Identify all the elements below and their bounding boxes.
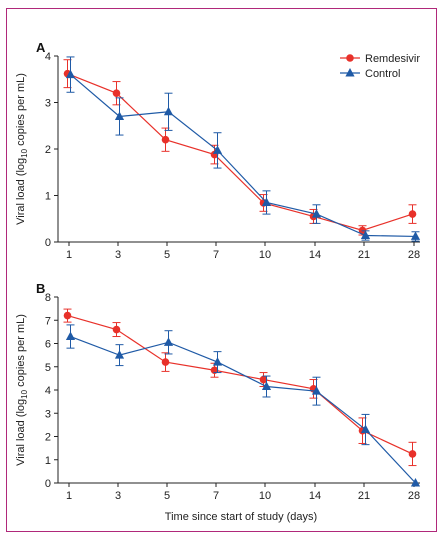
- x-tick-label: 28: [408, 249, 420, 261]
- y-tick-label: 4: [45, 51, 51, 63]
- legend-label: Remdesivir: [365, 53, 420, 65]
- data-point: [161, 135, 170, 144]
- y-tick-label: 4: [45, 385, 51, 397]
- series-line: [67, 315, 413, 455]
- data-point: [212, 145, 223, 154]
- x-tick-label: 21: [358, 490, 370, 502]
- figure-frame: [6, 8, 437, 532]
- panel-label: A: [36, 40, 46, 55]
- data-point: [360, 424, 371, 434]
- data-point: [259, 375, 268, 384]
- data-point: [311, 386, 322, 395]
- data-point: [410, 478, 421, 487]
- x-tick-label: 1: [66, 249, 72, 261]
- series-remdesivir: [63, 308, 417, 467]
- x-tick-label: 1: [66, 490, 72, 502]
- x-tick-label: 14: [309, 490, 321, 502]
- series-remdesivir: [63, 59, 417, 236]
- data-point: [408, 450, 417, 458]
- legend-marker: [346, 54, 354, 62]
- data-point: [410, 231, 421, 240]
- x-tick-label: 10: [259, 249, 271, 261]
- series-line: [67, 73, 413, 232]
- y-tick-label: 1: [45, 455, 51, 467]
- legend-marker: [345, 68, 355, 77]
- panel-a-chart: 0 1 2 3 4 1 3 5 7 10 14 21 28 A Viral load (log10 copi…: [15, 40, 420, 261]
- y-tick-label: 3: [45, 98, 51, 110]
- y-tick-label: 3: [45, 408, 51, 420]
- data-point: [408, 210, 417, 218]
- series-line: [70, 74, 416, 238]
- data-point: [114, 350, 125, 359]
- y-tick-label: 2: [45, 144, 51, 156]
- data-point: [161, 358, 170, 366]
- series-control: [65, 56, 421, 242]
- legend: Remdesivir Control: [340, 53, 420, 80]
- x-tick-label: 14: [309, 249, 321, 261]
- x-tick-label: 21: [358, 249, 370, 261]
- y-axis-label: Viral load (log10 copies per mL): [15, 73, 29, 225]
- y-tick-label: 2: [45, 432, 51, 444]
- y-tick-label: 5: [45, 362, 51, 374]
- y-tick-label: 7: [45, 315, 51, 327]
- x-tick-label: 28: [408, 490, 420, 502]
- x-tick-label: 3: [115, 249, 121, 261]
- series-control: [65, 324, 421, 487]
- data-point: [163, 337, 174, 346]
- data-point: [261, 381, 272, 391]
- y-axis-label: Viral load (log10 copies per mL): [15, 314, 29, 466]
- data-point: [114, 111, 125, 120]
- data-point: [163, 106, 174, 116]
- data-point: [212, 357, 223, 366]
- x-tick-label: 7: [213, 249, 219, 261]
- legend-label: Control: [365, 68, 400, 80]
- y-tick-label: 0: [45, 237, 51, 249]
- data-point: [63, 311, 72, 320]
- data-point: [112, 325, 121, 334]
- y-tick-label: 8: [45, 292, 51, 304]
- x-tick-label: 7: [213, 490, 219, 502]
- panel-label: B: [36, 281, 45, 296]
- panel-b-chart: 0 1 2 3 4 5 6 7 8 1 3 5 7 10 14 21 28 B Viral load (log10 …: [15, 281, 420, 502]
- y-tick-label: 0: [45, 478, 51, 490]
- y-tick-label: 1: [45, 191, 51, 203]
- x-tick-label: 5: [164, 490, 170, 502]
- y-tick-label: 6: [45, 339, 51, 351]
- data-point: [261, 197, 272, 206]
- data-point: [360, 230, 371, 239]
- x-tick-label: 10: [259, 490, 271, 502]
- x-tick-label: 3: [115, 490, 121, 502]
- x-axis-label: Time since start of study (days): [165, 511, 317, 523]
- data-point: [112, 89, 121, 97]
- x-tick-label: 5: [164, 249, 170, 261]
- data-point: [65, 69, 76, 79]
- series-line: [70, 335, 416, 484]
- data-point: [311, 209, 322, 218]
- data-point: [65, 331, 76, 341]
